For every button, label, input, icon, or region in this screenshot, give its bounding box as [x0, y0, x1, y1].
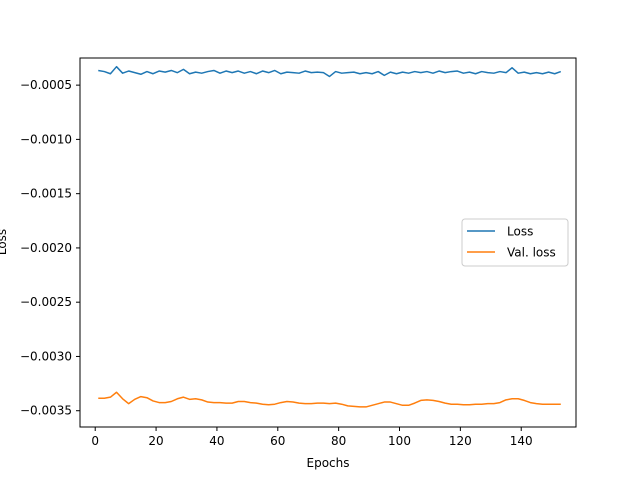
y-tick-label: −0.0025 — [20, 295, 72, 309]
y-tick-label: −0.0005 — [20, 78, 72, 92]
y-tick-label: −0.0015 — [20, 187, 72, 201]
y-tick-label: −0.0030 — [20, 349, 72, 363]
y-tick-label: −0.0035 — [20, 404, 72, 418]
x-tick-label: 0 — [91, 434, 99, 448]
y-axis-ticks: −0.0005 −0.0010 −0.0015 −0.0020 −0.0025 −0.00… — [20, 78, 80, 418]
x-tick-label: 60 — [270, 434, 285, 448]
y-axis-label: Loss — [0, 229, 9, 255]
x-axis-label: Epochs — [307, 456, 350, 470]
legend-label-loss: Loss — [507, 225, 533, 239]
x-tick-label: 140 — [510, 434, 533, 448]
y-tick-label: −0.0020 — [20, 241, 72, 255]
x-tick-label: 100 — [388, 434, 411, 448]
legend: Loss Val. loss — [461, 218, 569, 267]
x-tick-label: 20 — [148, 434, 163, 448]
x-axis-ticks: 0 20 40 60 80 100 120 140 — [91, 427, 533, 448]
x-tick-label: 120 — [449, 434, 472, 448]
series-line-loss — [98, 65, 562, 78]
series-line-val-loss — [98, 391, 561, 408]
y-tick-label: −0.0010 — [20, 132, 72, 146]
series-layer — [98, 65, 562, 408]
x-tick-label: 40 — [209, 434, 224, 448]
x-tick-label: 80 — [331, 434, 346, 448]
plot-frame — [79, 57, 577, 428]
legend-label-val-loss: Val. loss — [507, 246, 556, 260]
